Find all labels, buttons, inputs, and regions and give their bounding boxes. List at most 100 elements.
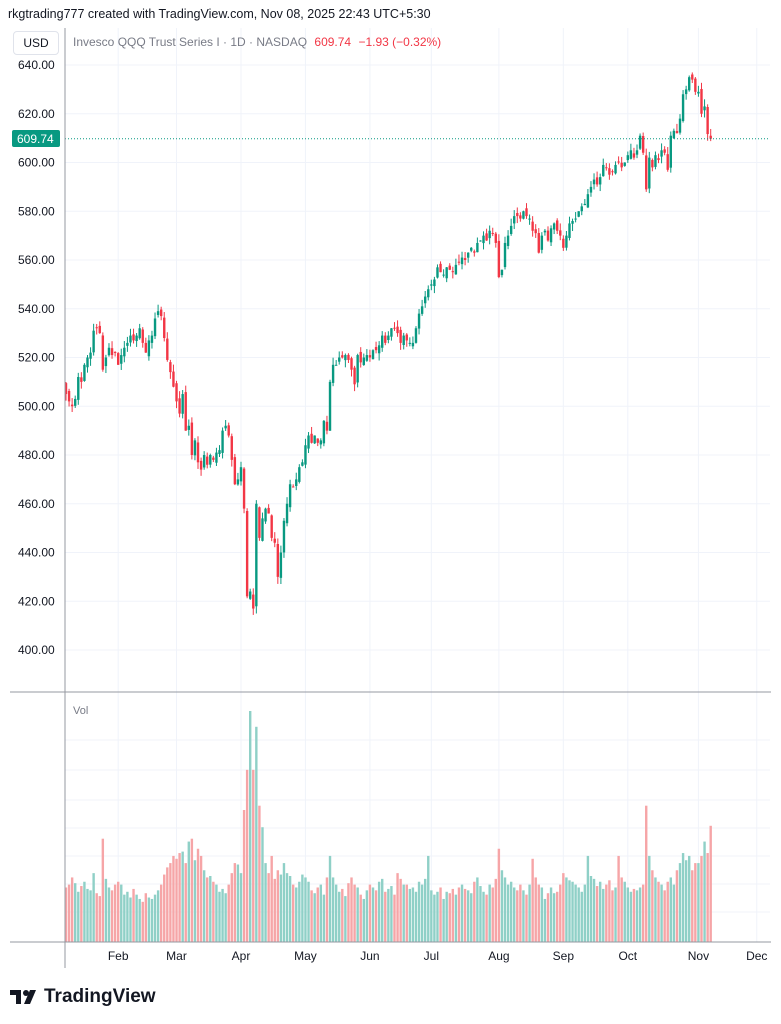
symbol-description: Invesco QQQ Trust Series I · 1D · NASDAQ (73, 35, 308, 49)
candle-body (384, 335, 387, 343)
volume-bar (381, 878, 384, 942)
candle-body (709, 135, 712, 139)
candle-body (485, 233, 488, 241)
candle-body (150, 335, 154, 343)
candle-body (239, 467, 243, 482)
candle-body (178, 398, 181, 414)
volume-bar (543, 898, 547, 942)
volume-bar (476, 877, 479, 942)
candle-body (408, 342, 412, 344)
candle-body (694, 78, 697, 92)
candle-body (460, 257, 464, 265)
candle (279, 545, 283, 585)
candle-body (365, 355, 369, 361)
candle (537, 228, 540, 254)
volume-bar (393, 894, 396, 942)
candle (206, 452, 209, 469)
volume-bar (430, 890, 433, 942)
candle (172, 364, 175, 388)
volume-bar (331, 877, 335, 942)
volume-bar (522, 890, 525, 942)
volume-bar (580, 891, 583, 942)
volume-bar (319, 884, 323, 942)
candle-body (374, 347, 378, 351)
volume-bar (316, 887, 319, 942)
candle (614, 161, 617, 175)
candle (534, 224, 537, 238)
candle (706, 104, 709, 141)
candle (291, 484, 295, 488)
tradingview-logo[interactable]: TradingView (10, 986, 156, 1008)
candle-body (184, 392, 187, 431)
candle-body (675, 131, 679, 134)
candle-body (414, 328, 418, 343)
last-price-badge (12, 130, 60, 147)
candle-body (684, 89, 688, 95)
x-tick-label-apr: Apr (232, 949, 251, 963)
candle-body (503, 242, 507, 268)
candle (694, 77, 697, 95)
x-tick-label-feb: Feb (108, 949, 129, 963)
candle-body (516, 212, 519, 217)
candle (623, 162, 626, 167)
volume-bar (592, 878, 596, 942)
candle-body (663, 149, 666, 153)
chart-credit: rkgtrading777 created with TradingView.c… (8, 7, 431, 21)
candle (476, 237, 479, 253)
candle (368, 349, 372, 362)
candle (147, 335, 151, 361)
volume-bar (648, 855, 651, 942)
candle-body (242, 468, 246, 509)
candle (325, 415, 329, 435)
candle (641, 132, 645, 155)
candle (626, 151, 630, 163)
volume-bar (245, 769, 249, 942)
candle (611, 169, 614, 176)
candle (202, 451, 206, 470)
volume-bar (178, 853, 181, 942)
candle (405, 333, 408, 347)
candle-body (466, 252, 470, 258)
candle-body (270, 515, 273, 538)
volume-bar (620, 877, 623, 942)
candle (451, 266, 455, 279)
candle-body (562, 238, 565, 248)
candle-body (482, 235, 485, 244)
candle-body (506, 235, 510, 246)
candle-body (301, 462, 304, 466)
candle (190, 417, 194, 460)
candle-body (116, 353, 120, 365)
candle-body (537, 233, 540, 253)
volume-bar (258, 805, 261, 942)
candle-body (592, 179, 596, 185)
candle (562, 235, 565, 251)
volume-bar (629, 891, 633, 942)
candle-body (500, 269, 504, 276)
candle-body (64, 383, 68, 395)
candle (531, 216, 534, 237)
x-tick-label-sep: Sep (553, 949, 575, 963)
candle-body (556, 220, 559, 231)
candle (356, 353, 359, 388)
volume-bar (672, 884, 676, 942)
volume-bar (199, 855, 203, 942)
currency-button[interactable]: USD (13, 31, 59, 55)
candle-body (522, 211, 525, 219)
candle (120, 348, 123, 371)
candle (528, 214, 531, 225)
volume-bar (552, 893, 556, 942)
candle (295, 472, 298, 491)
candle (159, 306, 163, 321)
volume-bar (402, 884, 405, 942)
candle (648, 151, 651, 194)
candle-body (261, 518, 264, 541)
volume-bar (304, 877, 307, 942)
candle (166, 332, 169, 362)
volume-bar (427, 855, 430, 942)
candle-body (706, 106, 709, 135)
candle (402, 332, 405, 350)
candle (503, 236, 507, 270)
candle (463, 252, 467, 266)
volume-bar (516, 890, 519, 942)
